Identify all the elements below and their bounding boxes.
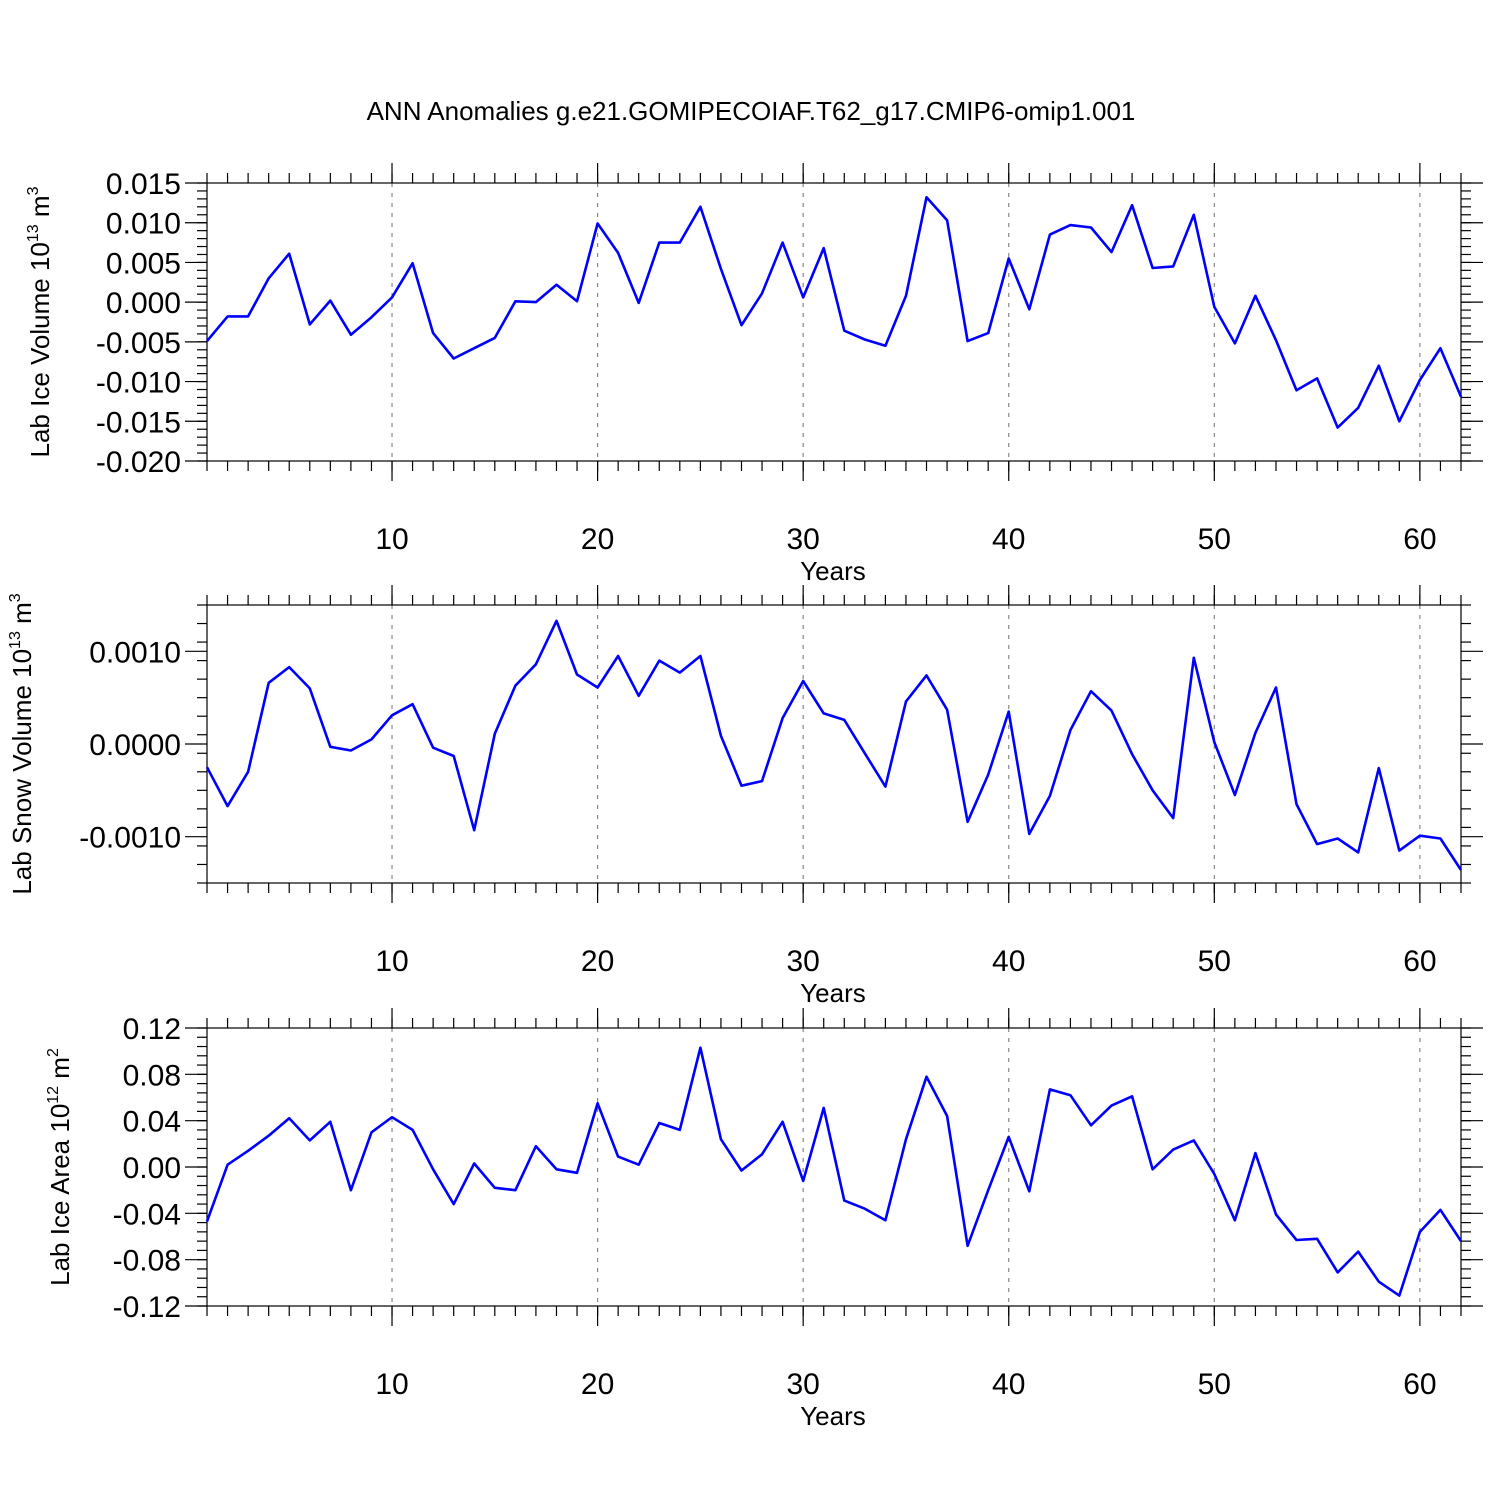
y-axis-label: Lab Ice Volume 1013 m3 xyxy=(25,186,55,457)
chart-panel-2: 10 20 30 40 50 60 0.0010 0.0000 -0.0010 Years Lab … xyxy=(7,585,1483,1008)
y-tick-label: -0.04 xyxy=(113,1198,181,1231)
y-tick-label: -0.005 xyxy=(96,327,181,360)
y-axis-label-text: m xyxy=(7,602,37,631)
x-tick-label: 40 xyxy=(992,1368,1025,1401)
chart-panels: 10 20 30 40 50 60 0.015 0.010 0.005 0.000 -0.005 -0… xyxy=(7,163,1483,1431)
y-tick-label: -0.12 xyxy=(113,1291,181,1324)
y-axis-label-text: Lab Ice Area 10 xyxy=(45,1104,75,1286)
chart-panel-1: 10 20 30 40 50 60 0.015 0.010 0.005 0.000 -0.005 -0… xyxy=(25,163,1483,586)
y-tick-label: -0.020 xyxy=(96,446,181,479)
y-tick-label: 0.04 xyxy=(123,1106,181,1139)
x-tick-label: 60 xyxy=(1403,523,1436,556)
y-tick-label: 0.08 xyxy=(123,1059,181,1092)
series-line-1 xyxy=(206,196,1463,429)
y-tick-label: 0.0000 xyxy=(89,729,181,762)
x-tick-label: 30 xyxy=(786,945,819,978)
y-tick-label: 0.00 xyxy=(123,1152,181,1185)
y-tick-label: 0.005 xyxy=(106,247,181,280)
x-tick-label: 50 xyxy=(1198,523,1231,556)
x-tick-label: 20 xyxy=(581,945,614,978)
figure-title: ANN Anomalies g.e21.GOMIPECOIAF.T62_g17.… xyxy=(367,96,1136,126)
plot-frame xyxy=(206,182,1462,462)
plot-frame xyxy=(206,1027,1462,1307)
y-tick-label: 0.0010 xyxy=(89,636,181,669)
y-axis-label: Lab Ice Area 1012 m2 xyxy=(45,1048,75,1286)
series-line-1 xyxy=(205,1046,1463,1297)
y-axis-label-text: m xyxy=(45,1057,75,1086)
x-axis-label: Years xyxy=(800,978,866,1008)
x-tick-label: 60 xyxy=(1403,1368,1436,1401)
x-tick-label: 10 xyxy=(375,523,408,556)
x-tick-label: 20 xyxy=(581,523,614,556)
y-axis-label-text: m xyxy=(25,195,55,224)
x-tick-label: 50 xyxy=(1198,1368,1231,1401)
y-tick-label: -0.08 xyxy=(113,1245,181,1278)
series-line-1 xyxy=(205,619,1463,871)
y-axis-label: Lab Snow Volume 1013 m3 xyxy=(7,593,37,894)
y-axis-label-superscript: 13 xyxy=(7,631,24,649)
y-axis-label-superscript: 3 xyxy=(7,593,24,602)
y-axis-label-text: Lab Snow Volume 10 xyxy=(7,649,37,895)
y-tick-label: -0.015 xyxy=(96,406,181,439)
x-tick-label: 60 xyxy=(1403,945,1436,978)
x-tick-label: 20 xyxy=(581,1368,614,1401)
x-tick-label: 10 xyxy=(375,945,408,978)
y-axis-label-text: Lab Ice Volume 10 xyxy=(25,242,55,457)
y-tick-label: 0.010 xyxy=(106,208,181,241)
x-tick-label: 30 xyxy=(786,1368,819,1401)
x-tick-label: 30 xyxy=(786,523,819,556)
y-axis-label-superscript: 12 xyxy=(45,1086,62,1104)
y-tick-label: -0.0010 xyxy=(79,822,181,855)
x-axis-label: Years xyxy=(800,1401,866,1431)
x-axis-label: Years xyxy=(800,556,866,586)
chart-panel-3: 10 20 30 40 50 60 0.12 0.08 0.04 0.00 -0.04 -0.08 -0… xyxy=(45,1008,1483,1431)
x-tick-label: 10 xyxy=(375,1368,408,1401)
y-axis-label-superscript: 2 xyxy=(45,1048,62,1057)
x-tick-label: 50 xyxy=(1198,945,1231,978)
x-tick-label: 40 xyxy=(992,945,1025,978)
x-tick-label: 40 xyxy=(992,523,1025,556)
plot-frame xyxy=(206,604,1462,884)
y-axis-label-superscript: 13 xyxy=(25,224,42,242)
y-tick-label: 0.12 xyxy=(123,1013,181,1046)
y-tick-label: 0.000 xyxy=(106,287,181,320)
y-tick-label: 0.015 xyxy=(106,168,181,201)
y-axis-label-superscript: 3 xyxy=(25,186,42,195)
y-tick-label: -0.010 xyxy=(96,367,181,400)
